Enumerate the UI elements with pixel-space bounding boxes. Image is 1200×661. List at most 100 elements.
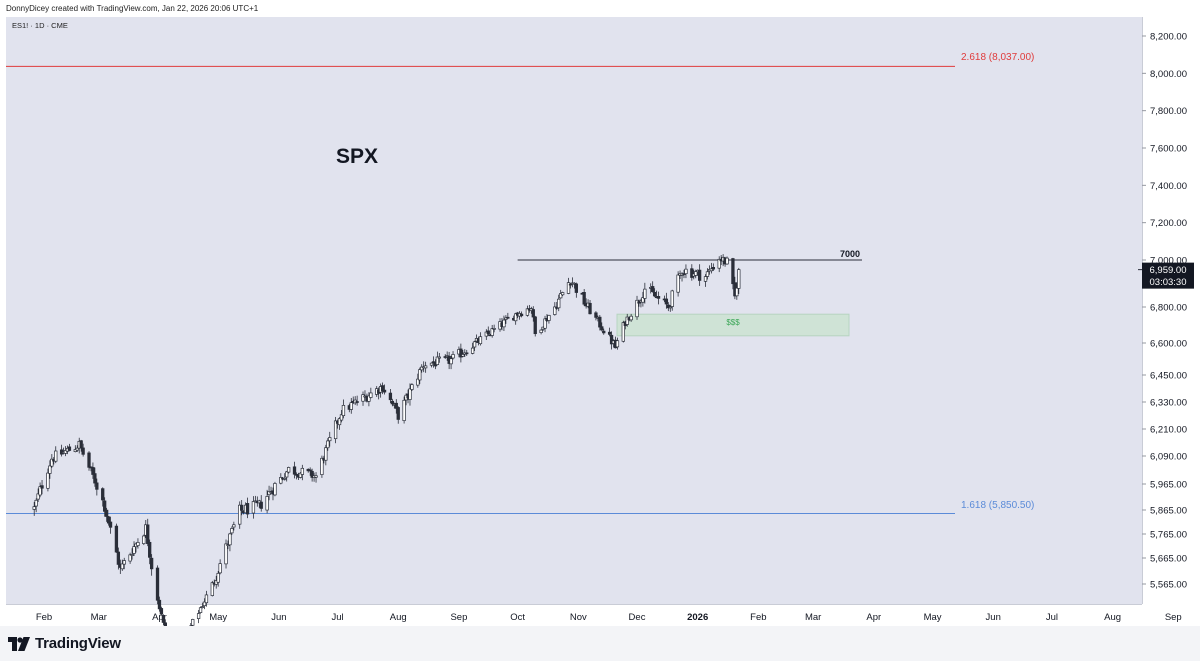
chart-svg: 8,200.00 8,000.00 7,800.00 7,600.00 7,400.00… bbox=[6, 32, 1194, 626]
candle bbox=[543, 315, 547, 333]
y-tick-label: 7,200.00 bbox=[1150, 218, 1187, 229]
x-tick-label: Aug bbox=[390, 612, 407, 623]
candle bbox=[388, 388, 393, 404]
y-tick-label: 8,000.00 bbox=[1150, 69, 1187, 80]
y-tick-label: 5,765.00 bbox=[1150, 530, 1187, 541]
x-tick-label: 2026 bbox=[687, 612, 708, 623]
candle bbox=[600, 322, 604, 332]
candle bbox=[390, 398, 395, 407]
candle bbox=[216, 570, 220, 587]
candle bbox=[163, 619, 167, 626]
candle bbox=[324, 444, 328, 466]
candle bbox=[251, 496, 256, 519]
candle bbox=[684, 264, 688, 279]
candle bbox=[690, 264, 694, 281]
zone-layer bbox=[616, 313, 850, 337]
x-tick-label: Oct bbox=[510, 612, 525, 623]
candle bbox=[355, 395, 359, 406]
candle bbox=[559, 289, 563, 299]
price-axis[interactable] bbox=[1142, 17, 1195, 604]
candle bbox=[566, 277, 571, 295]
candle bbox=[106, 515, 111, 526]
candle bbox=[609, 331, 614, 350]
y-tick-label: 6,450.00 bbox=[1150, 371, 1187, 382]
candle bbox=[104, 507, 109, 522]
symbol-label: ES1! · 1D · CME bbox=[12, 21, 68, 30]
x-tick-label: Sep bbox=[1165, 612, 1182, 623]
x-tick-label: Dec bbox=[629, 612, 646, 623]
candle bbox=[116, 547, 121, 570]
candle bbox=[101, 487, 105, 507]
x-tick-label: Nov bbox=[570, 612, 587, 623]
tradingview-logo-icon bbox=[8, 636, 30, 651]
candle bbox=[130, 548, 134, 560]
candle bbox=[408, 383, 412, 406]
candle bbox=[396, 406, 400, 424]
candle bbox=[423, 361, 428, 373]
candle bbox=[380, 382, 385, 395]
candle bbox=[394, 399, 398, 414]
candle bbox=[155, 565, 160, 605]
candle bbox=[574, 282, 578, 298]
candle bbox=[506, 312, 510, 319]
tradingview-logo[interactable]: TradingView bbox=[8, 635, 121, 652]
x-tick-label: May bbox=[209, 612, 227, 623]
candle bbox=[298, 472, 303, 479]
candle bbox=[103, 497, 107, 517]
candle bbox=[472, 340, 477, 351]
candle bbox=[191, 618, 195, 626]
candle bbox=[59, 444, 64, 457]
candle bbox=[308, 467, 312, 476]
candle bbox=[245, 497, 250, 519]
x-tick-label: Jul bbox=[331, 612, 343, 623]
candle bbox=[502, 315, 506, 332]
candle bbox=[189, 623, 193, 626]
last-price-tag bbox=[1142, 262, 1194, 289]
candle bbox=[621, 320, 625, 343]
x-tick-label: Apr bbox=[866, 612, 881, 623]
candle bbox=[731, 257, 735, 290]
candle bbox=[637, 299, 641, 307]
candle bbox=[547, 314, 551, 324]
x-tick-label: Sep bbox=[450, 612, 467, 623]
candle bbox=[240, 500, 244, 516]
chart-pane[interactable] bbox=[6, 17, 1142, 604]
candle bbox=[161, 614, 166, 626]
target-zone[interactable] bbox=[616, 313, 850, 337]
x-tick-label: Feb bbox=[36, 612, 52, 623]
candle bbox=[36, 488, 40, 502]
candle bbox=[32, 501, 36, 516]
candle bbox=[437, 352, 441, 363]
x-tick-label: Jun bbox=[986, 612, 1001, 623]
candle bbox=[339, 409, 344, 423]
candle bbox=[81, 443, 85, 457]
candle bbox=[122, 557, 126, 570]
candle bbox=[737, 267, 741, 294]
candle bbox=[641, 291, 645, 307]
candle bbox=[682, 269, 686, 279]
candle bbox=[635, 295, 639, 320]
candle bbox=[210, 580, 214, 597]
candle bbox=[478, 332, 483, 346]
candle bbox=[232, 521, 236, 531]
candle bbox=[598, 314, 602, 331]
candle bbox=[73, 445, 77, 453]
candle bbox=[703, 274, 708, 287]
time-axis[interactable] bbox=[6, 604, 1142, 627]
candle bbox=[230, 526, 234, 535]
y-tick-label: 5,865.00 bbox=[1150, 506, 1187, 517]
y-tick-label: 6,600.00 bbox=[1150, 339, 1187, 350]
candle bbox=[120, 559, 124, 571]
candle bbox=[46, 468, 50, 492]
horizontal-levels bbox=[6, 65, 955, 514]
candle bbox=[337, 417, 342, 430]
candle bbox=[128, 552, 132, 564]
candle bbox=[602, 328, 606, 335]
candle bbox=[504, 315, 508, 324]
last-price-value: 6,959.00 bbox=[1150, 265, 1187, 276]
candle bbox=[451, 351, 455, 360]
x-tick-label: Mar bbox=[91, 612, 107, 623]
candle bbox=[418, 367, 422, 385]
candle bbox=[361, 391, 365, 406]
